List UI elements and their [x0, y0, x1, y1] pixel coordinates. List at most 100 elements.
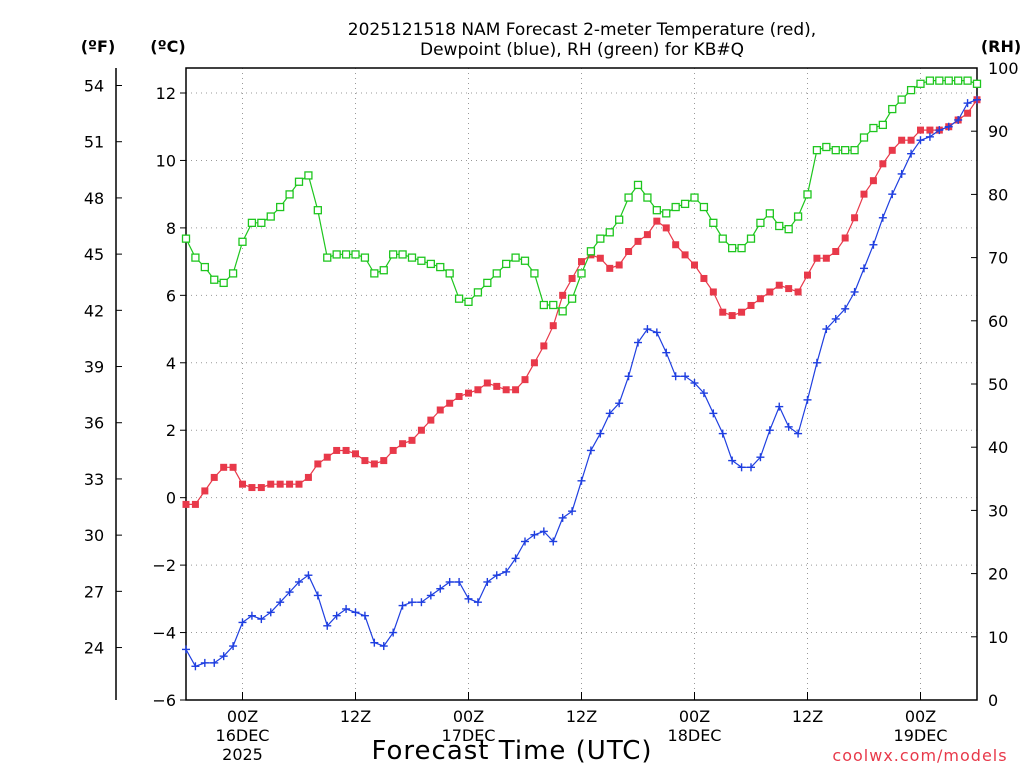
data-point-dewpoint: [596, 429, 605, 438]
data-point-dewpoint: [210, 658, 219, 667]
data-point-temperature: [888, 146, 896, 154]
x-tick-label: 12Z: [340, 707, 371, 726]
rh-tick-label: 60: [988, 312, 1008, 331]
data-point-dewpoint: [313, 591, 322, 600]
data-point-rh: [756, 218, 765, 227]
data-point-dewpoint: [737, 463, 746, 472]
x-tick-label: 00Z: [453, 707, 484, 726]
data-point-dewpoint: [521, 537, 529, 546]
fahrenheit-tick-label: 30: [84, 526, 104, 545]
data-point-temperature: [210, 473, 218, 481]
data-point-rh: [586, 247, 596, 256]
data-point-temperature: [879, 160, 887, 168]
data-point-dewpoint: [558, 513, 567, 522]
data-point-temperature: [530, 359, 538, 367]
x-axis-title: Forecast Time (UTC): [371, 736, 652, 766]
fahrenheit-tick-label: 48: [84, 189, 104, 208]
fahrenheit-tick-label: 27: [84, 582, 104, 601]
data-point-rh: [285, 190, 294, 199]
data-point-rh: [238, 237, 247, 246]
data-point-temperature: [408, 436, 416, 444]
celsius-tick-label: 6: [166, 286, 176, 305]
data-point-rh: [709, 218, 718, 227]
celsius-tick-label: 2: [166, 421, 176, 440]
data-point-rh: [417, 256, 426, 265]
data-point-rh: [567, 294, 577, 303]
data-point-temperature: [314, 460, 322, 468]
data-point-temperature: [709, 288, 717, 296]
data-point-dewpoint: [182, 645, 190, 654]
data-point-rh: [351, 250, 360, 259]
fahrenheit-tick-label: 39: [84, 358, 104, 377]
data-point-dewpoint: [586, 446, 595, 455]
fahrenheit-tick-label: 45: [84, 245, 104, 264]
data-point-temperature: [775, 281, 783, 289]
data-point-temperature: [822, 254, 830, 262]
data-point-dewpoint: [709, 409, 718, 418]
data-point-temperature: [276, 480, 284, 488]
fahrenheit-tick-label: 24: [84, 639, 104, 658]
data-point-temperature: [898, 136, 906, 144]
x-tick-label: 18DEC: [668, 726, 722, 745]
data-point-rh: [332, 250, 341, 259]
data-point-dewpoint: [944, 122, 953, 131]
data-point-dewpoint: [360, 611, 369, 620]
data-point-dewpoint: [728, 456, 737, 465]
data-point-dewpoint: [794, 429, 803, 438]
data-point-temperature: [521, 376, 529, 384]
data-point-temperature: [964, 109, 972, 117]
fahrenheit-tick-label: 51: [84, 133, 104, 152]
data-point-rh: [624, 193, 633, 202]
data-point-temperature: [465, 389, 472, 397]
data-point-rh: [615, 215, 624, 224]
data-point-dewpoint: [445, 577, 454, 586]
data-point-dewpoint: [812, 358, 821, 367]
data-point-rh: [850, 146, 859, 155]
data-point-dewpoint: [643, 325, 652, 334]
data-point-dewpoint: [765, 426, 774, 435]
data-point-temperature: [502, 386, 510, 394]
axes: −6−4−20246810122427303336394245485154010…: [84, 59, 1019, 764]
data-point-rh: [511, 253, 520, 262]
data-point-temperature: [785, 285, 793, 293]
x-tick-label: 16DEC: [216, 726, 270, 745]
rh-tick-label: 90: [988, 122, 1008, 141]
data-point-dewpoint: [549, 537, 558, 546]
data-point-rh: [859, 133, 869, 142]
data-point-rh: [483, 278, 492, 288]
data-point-rh: [916, 79, 925, 88]
data-point-temperature: [851, 214, 859, 222]
data-point-dewpoint: [502, 567, 511, 576]
data-point-rh: [963, 76, 972, 85]
data-point-temperature: [643, 231, 651, 239]
data-point-rh: [539, 300, 548, 310]
data-point-dewpoint: [342, 604, 351, 613]
data-point-rh: [398, 250, 407, 259]
data-point-temperature: [370, 460, 378, 468]
data-point-rh: [605, 228, 614, 237]
celsius-tick-label: 4: [166, 354, 176, 373]
data-point-dewpoint: [973, 95, 981, 104]
data-point-dewpoint: [417, 598, 426, 607]
x-tick-label: 12Z: [792, 707, 823, 726]
data-point-rh: [784, 225, 793, 234]
rh-tick-label: 20: [988, 565, 1008, 584]
data-point-rh: [200, 262, 209, 272]
rh-tick-label: 10: [988, 628, 1008, 647]
data-point-dewpoint: [436, 584, 445, 593]
celsius-tick-label: 0: [166, 489, 176, 508]
chart-title-line2: Dewpoint (blue), RH (green) for KB#Q: [420, 40, 744, 60]
data-point-rh: [633, 180, 643, 190]
data-point-dewpoint: [671, 372, 680, 381]
data-point-temperature: [756, 295, 764, 303]
data-point-rh: [558, 307, 567, 316]
data-point-rh: [737, 243, 746, 253]
data-point-rh: [972, 79, 982, 88]
data-point-rh: [803, 190, 812, 199]
data-point-temperature: [738, 308, 746, 316]
data-point-temperature: [559, 291, 567, 299]
data-point-dewpoint: [511, 554, 520, 563]
data-point-temperature: [653, 217, 661, 225]
data-point-temperature: [446, 399, 454, 407]
data-point-temperature: [917, 126, 924, 134]
